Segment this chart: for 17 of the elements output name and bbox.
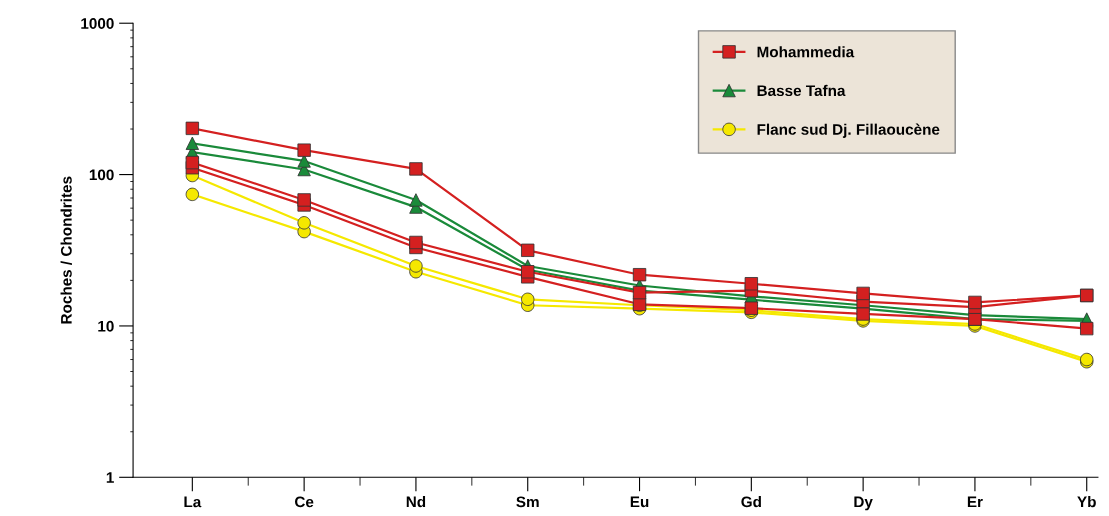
x-tick-label: Dy xyxy=(854,496,873,511)
x-tick-label: Er xyxy=(967,496,983,508)
y-tick-label: 1 xyxy=(106,472,114,483)
y-tick-label: 1000 xyxy=(81,18,114,29)
x-tick-label: Eu xyxy=(630,496,649,508)
legend-label: Flanc sud Dj. Fillaoucène xyxy=(757,123,940,138)
x-tick-label: Ce xyxy=(295,496,314,508)
legend-label: Basse Tafna xyxy=(757,84,846,97)
legend-label: Mohammedia xyxy=(757,46,855,58)
x-tick-label: Yb xyxy=(1077,496,1096,508)
y-axis-title: Roches / Chondrites xyxy=(60,176,72,324)
x-tick-label: Nd xyxy=(406,496,426,508)
x-tick-label: Gd xyxy=(741,496,761,508)
y-tick-label: 100 xyxy=(89,169,114,181)
y-tick-label: 10 xyxy=(98,320,114,332)
x-tick-label: Sm xyxy=(516,496,539,508)
x-tick-label: La xyxy=(184,496,202,508)
